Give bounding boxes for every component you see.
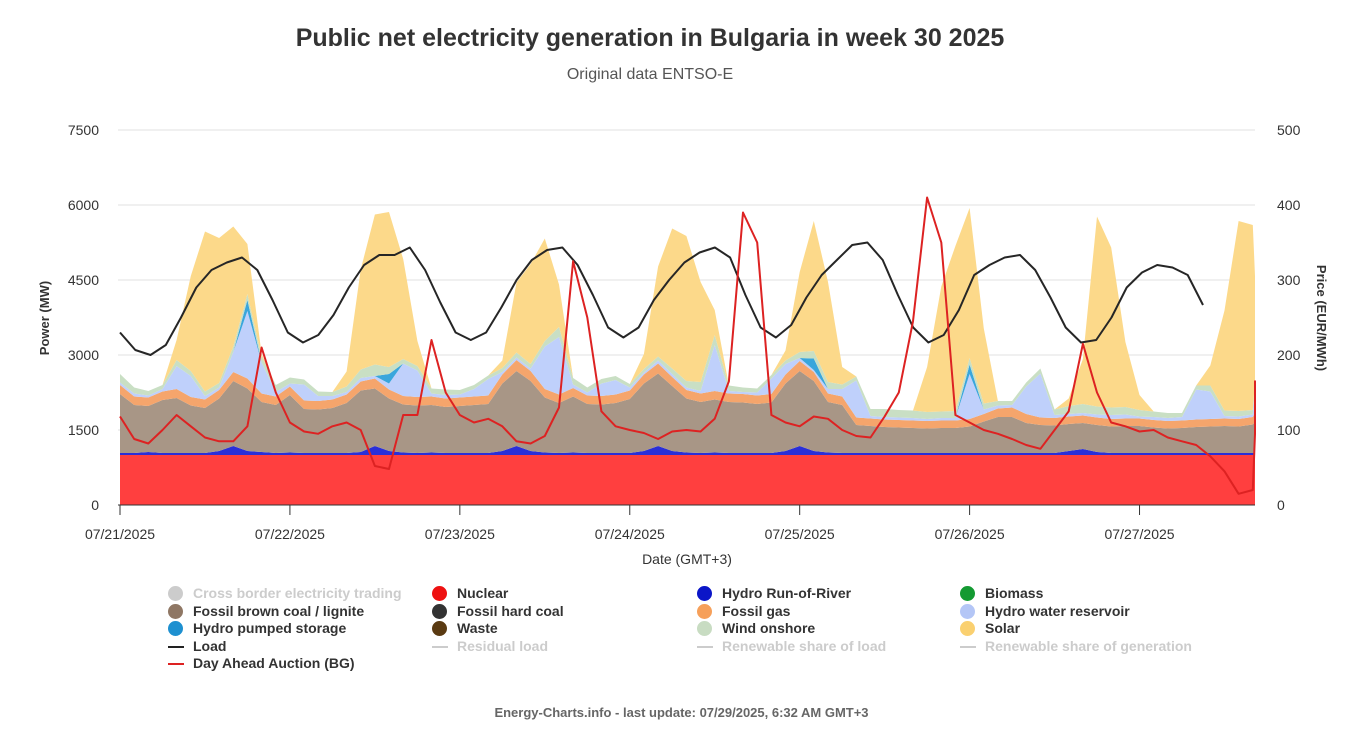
x-tick-label: 07/25/2025 <box>765 526 835 542</box>
legend-label: Hydro Run-of-River <box>722 585 852 601</box>
legend-marker <box>168 663 184 666</box>
y-tick-left-label: 1500 <box>68 422 99 438</box>
y-tick-right-label: 500 <box>1277 122 1301 138</box>
legend-label: Day Ahead Auction (BG) <box>193 655 355 672</box>
footer-credit: Energy-Charts.info - last update: 07/29/… <box>494 705 869 720</box>
chart-title: Public net electricity generation in Bul… <box>295 24 1005 52</box>
legend-label: Hydro pumped storage <box>193 620 347 637</box>
y-tick-right-label: 200 <box>1277 347 1301 363</box>
x-axis-label: Date (GMT+3) <box>642 551 732 567</box>
legend-marker <box>432 645 448 648</box>
legend-marker <box>960 603 975 619</box>
x-tick-label: 07/26/2025 <box>935 526 1005 542</box>
legend-label: Renewable share of load <box>722 637 887 654</box>
legend-label: Waste <box>457 620 498 637</box>
y-tick-left-label: 7500 <box>68 122 99 138</box>
y-tick-right-label: 0 <box>1277 497 1285 513</box>
legend-marker <box>960 586 975 601</box>
y-tick-right-label: 300 <box>1277 272 1301 288</box>
legend-marker <box>432 586 447 601</box>
y-axis-left-ticks: 0 1500 3000 4500 6000 7500 <box>68 122 99 513</box>
legend-label: Cross border electricity trading <box>193 585 402 601</box>
legend-label: Residual load <box>457 637 549 654</box>
legend-label: Wind onshore <box>722 620 816 637</box>
legend-marker <box>168 586 183 601</box>
x-axis-ticks: 07/21/2025 07/22/2025 07/23/2025 07/24/2025… <box>85 505 1175 542</box>
area-fossil-gas[interactable] <box>120 360 1255 429</box>
area-fossil-brown-coal-lignite[interactable] <box>120 371 1255 453</box>
legend-marker <box>960 621 975 637</box>
y-axis-right-label: Price (EUR/MWh) <box>1314 265 1329 371</box>
line-day-ahead-auction-bg-[interactable] <box>119 196 1256 495</box>
legend-label: Load <box>193 637 227 654</box>
y-tick-right-label: 100 <box>1277 422 1301 438</box>
legend: Cross border electricity trading Nuclear H… <box>168 585 1268 675</box>
x-tick-label: 07/24/2025 <box>595 526 665 542</box>
legend-marker <box>960 645 976 648</box>
line-series[interactable] <box>119 196 1256 495</box>
area-nuclear[interactable] <box>120 455 1255 505</box>
y-tick-left-label: 3000 <box>68 347 99 363</box>
x-tick-label: 07/23/2025 <box>425 526 495 542</box>
area-solar[interactable] <box>120 208 1255 413</box>
legend-marker <box>697 645 713 648</box>
legend-marker <box>697 603 712 619</box>
x-tick-label: 07/21/2025 <box>85 526 155 542</box>
y-tick-left-label: 0 <box>91 497 99 513</box>
legend-marker <box>168 645 184 648</box>
line-load[interactable] <box>119 241 1204 356</box>
x-tick-label: 07/22/2025 <box>255 526 325 542</box>
legend-label: Biomass <box>985 585 1044 601</box>
y-tick-left-label: 6000 <box>68 197 99 213</box>
area-hydro-water-reservoir[interactable] <box>120 311 1255 421</box>
legend-label: Solar <box>985 620 1021 637</box>
legend-marker <box>168 621 183 637</box>
y-tick-left-label: 4500 <box>68 272 99 288</box>
legend-label: Nuclear <box>457 585 509 601</box>
stacked-areas[interactable] <box>120 208 1255 505</box>
legend-label: Fossil hard coal <box>457 602 564 619</box>
legend-marker <box>697 621 712 637</box>
legend-marker <box>168 603 183 619</box>
legend-marker <box>697 586 712 601</box>
legend-marker <box>432 603 447 619</box>
legend-label: Fossil gas <box>722 602 791 619</box>
legend-label: Hydro water reservoir <box>985 602 1130 619</box>
legend-label: Fossil brown coal / lignite <box>193 602 365 619</box>
y-axis-left-label: Power (MW) <box>37 281 52 355</box>
area-hydro-run-of-river[interactable] <box>120 446 1255 455</box>
y-tick-right-label: 400 <box>1277 197 1301 213</box>
legend-label: Renewable share of generation <box>985 637 1192 654</box>
chart-subtitle: Original data ENTSO-E <box>566 66 734 83</box>
y-axis-right-ticks: 0 100 200 300 400 500 <box>1277 122 1301 513</box>
x-tick-label: 07/27/2025 <box>1104 526 1174 542</box>
legend-marker <box>432 621 447 637</box>
